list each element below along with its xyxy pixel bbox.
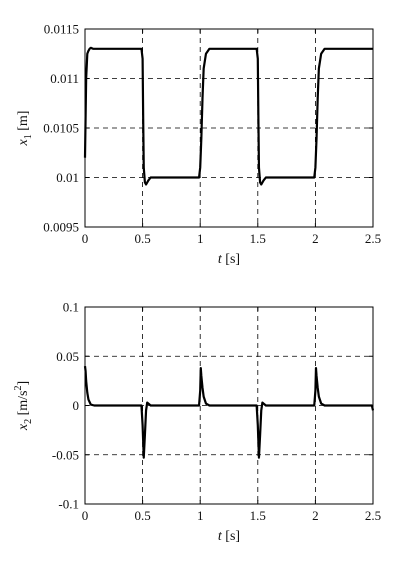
y-tick-label: 0.0115: [44, 22, 79, 37]
y-tick-label: -0.1: [58, 497, 79, 512]
y-tick-label: 0.0105: [43, 121, 79, 136]
x-tick-label: 1.5: [250, 508, 266, 523]
chart-x1: 0 0.5 1 1.5 2 2.5 0.0095 0.01 0.0105 0.011 0.0115 t…: [16, 22, 381, 268]
x-tick-label: 1: [197, 231, 204, 246]
y-axis-label: x1 [m]: [16, 111, 34, 147]
x-axis-label: t [s]: [218, 252, 240, 267]
y-tick-label: 0.011: [50, 71, 79, 86]
y-tick-label: 0.0095: [43, 220, 79, 235]
x-tick-label: 1: [197, 508, 204, 523]
x-tick-label: 0: [82, 231, 89, 246]
y-tick-label: 0.1: [63, 300, 79, 315]
y-tick-label: 0: [73, 398, 80, 413]
x-tick-label: 0: [82, 508, 89, 523]
y-tick-label: 0.05: [56, 349, 79, 364]
y-tick-label: 0.01: [56, 170, 79, 185]
x-tick-label: 2: [312, 508, 319, 523]
y-tick-label: -0.05: [52, 447, 79, 462]
x-tick-label: 0.5: [134, 508, 150, 523]
x-tick-label: 0.5: [134, 231, 150, 246]
chart-x2: 0 0.5 1 1.5 2 2.5 -0.1 -0.05 0 0.05 0.1 t [s] x2 [m/…: [13, 300, 381, 545]
y-axis-label: x2 [m/s2]: [13, 381, 34, 431]
x-tick-label: 2.5: [365, 231, 381, 246]
x-tick-label: 2: [312, 231, 319, 246]
series-line: [83, 365, 375, 459]
x-tick-label: 1.5: [250, 231, 266, 246]
x-axis-label: t [s]: [218, 529, 240, 544]
x-tick-label: 2.5: [365, 508, 381, 523]
series-line: [83, 46, 373, 186]
